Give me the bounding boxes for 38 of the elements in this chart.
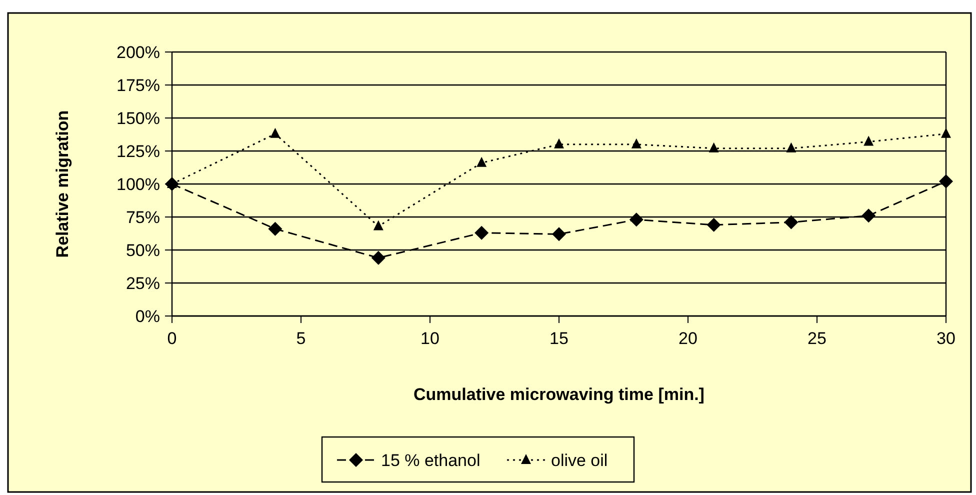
x-tick-label: 30 [936,329,956,348]
x-tick-label: 0 [167,329,177,348]
point [268,222,282,236]
point [706,218,721,232]
y-tick-label: 125% [116,142,160,161]
y-tick-label: 25% [126,274,160,293]
y-tick-label: 50% [126,240,160,260]
point [786,142,796,152]
point [941,128,951,138]
y-tick-label: 75% [126,208,160,227]
point [474,226,489,240]
y-tick-label: 200% [116,42,160,62]
point [554,138,564,148]
legend-label: olive oil [551,450,608,470]
point [270,128,280,138]
x-axis-title: Cumulative microwaving time [min.] [414,385,704,404]
y-tick-label: 150% [116,108,160,128]
point [476,156,487,167]
y-tick-label: 0% [135,306,160,326]
point [864,136,874,146]
point [552,227,566,242]
x-tick-label: 5 [296,329,306,348]
y-axis-title: Relative migration [53,110,72,258]
point [371,250,386,265]
x-tick-label: 25 [808,329,826,348]
point [631,138,642,148]
point [373,220,384,230]
x-tick-label: 15 [550,329,568,348]
point [862,208,876,223]
x-tick-label: 20 [678,329,698,348]
point [939,174,953,188]
point [708,142,719,152]
y-tick-label: 100% [116,174,160,194]
point [784,215,798,230]
point [629,212,644,227]
y-tick-label: 175% [116,76,160,95]
legend-label: 15 % ethanol [381,450,480,470]
x-tick-label: 10 [420,329,440,348]
